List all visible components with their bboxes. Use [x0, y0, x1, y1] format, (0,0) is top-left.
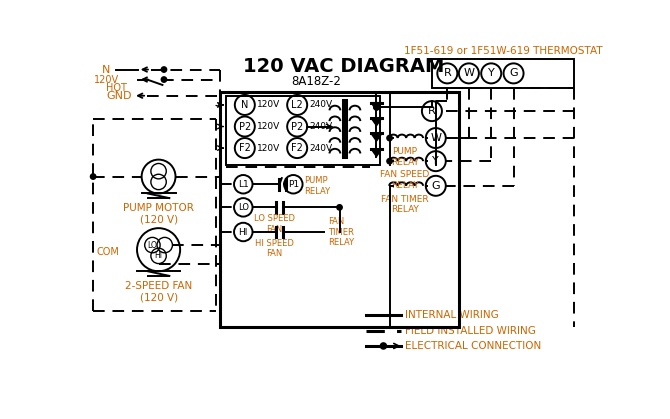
Text: 120V: 120V [257, 101, 280, 109]
Text: 8A18Z-2: 8A18Z-2 [291, 75, 341, 88]
Text: PUMP
RELAY: PUMP RELAY [391, 147, 419, 167]
Text: Y: Y [432, 156, 439, 166]
Text: F2: F2 [291, 143, 303, 153]
Text: HI SPEED
FAN: HI SPEED FAN [255, 239, 293, 259]
Text: PUMP MOTOR
(120 V): PUMP MOTOR (120 V) [123, 203, 194, 224]
Text: LO: LO [238, 203, 249, 212]
Circle shape [387, 158, 392, 164]
Text: 120V: 120V [257, 122, 280, 131]
Text: G: G [509, 68, 518, 78]
Circle shape [374, 105, 379, 110]
Text: R: R [444, 68, 451, 78]
Text: COM: COM [97, 247, 120, 257]
Text: P2: P2 [239, 122, 251, 132]
Text: FIELD INSTALLED WIRING: FIELD INSTALLED WIRING [405, 326, 536, 336]
Polygon shape [371, 103, 382, 110]
Text: L1: L1 [238, 180, 249, 189]
Text: N: N [102, 65, 111, 75]
Text: 120V: 120V [257, 144, 280, 153]
Text: F2: F2 [239, 143, 251, 153]
Circle shape [161, 77, 167, 82]
Text: Y: Y [488, 68, 494, 78]
Polygon shape [371, 149, 382, 157]
Polygon shape [371, 133, 382, 141]
Text: 120 VAC DIAGRAM: 120 VAC DIAGRAM [243, 57, 444, 76]
Text: HOT: HOT [106, 83, 127, 93]
Text: GND: GND [107, 91, 132, 101]
Circle shape [387, 135, 392, 141]
Text: 240V: 240V [310, 101, 332, 109]
Bar [432, 59, 574, 88]
Circle shape [374, 105, 379, 110]
Polygon shape [371, 118, 382, 126]
Text: R: R [428, 106, 436, 116]
Text: N: N [241, 100, 249, 110]
Text: HI: HI [239, 228, 248, 236]
Circle shape [90, 174, 96, 179]
Text: PUMP
RELAY: PUMP RELAY [304, 176, 330, 196]
Text: 2-SPEED FAN
(120 V): 2-SPEED FAN (120 V) [125, 280, 192, 302]
Text: ELECTRICAL CONNECTION: ELECTRICAL CONNECTION [405, 341, 541, 351]
Text: W: W [464, 68, 474, 78]
Text: G: G [431, 181, 440, 191]
Text: P2: P2 [291, 122, 304, 132]
Text: HI: HI [155, 251, 163, 260]
Text: 240V: 240V [310, 144, 332, 153]
Text: FAN SPEED
RELAY: FAN SPEED RELAY [381, 171, 429, 190]
Bar [220, 92, 459, 327]
Circle shape [381, 343, 387, 349]
Text: 120V: 120V [94, 75, 119, 85]
Text: LO SPEED
FAN: LO SPEED FAN [253, 214, 295, 234]
Text: 1F51-619 or 1F51W-619 THERMOSTAT: 1F51-619 or 1F51W-619 THERMOSTAT [404, 46, 602, 56]
Text: LO: LO [147, 241, 157, 250]
Text: L2: L2 [291, 100, 303, 110]
Text: W: W [430, 133, 442, 143]
Text: INTERNAL WIRING: INTERNAL WIRING [405, 310, 498, 320]
Text: P1: P1 [287, 180, 299, 189]
Text: 240V: 240V [310, 122, 332, 131]
Bar [226, 96, 381, 165]
Text: FAN TIMER
RELAY: FAN TIMER RELAY [381, 195, 429, 215]
Circle shape [337, 204, 342, 210]
Circle shape [161, 67, 167, 72]
Text: FAN
TIMER
RELAY: FAN TIMER RELAY [328, 217, 354, 247]
